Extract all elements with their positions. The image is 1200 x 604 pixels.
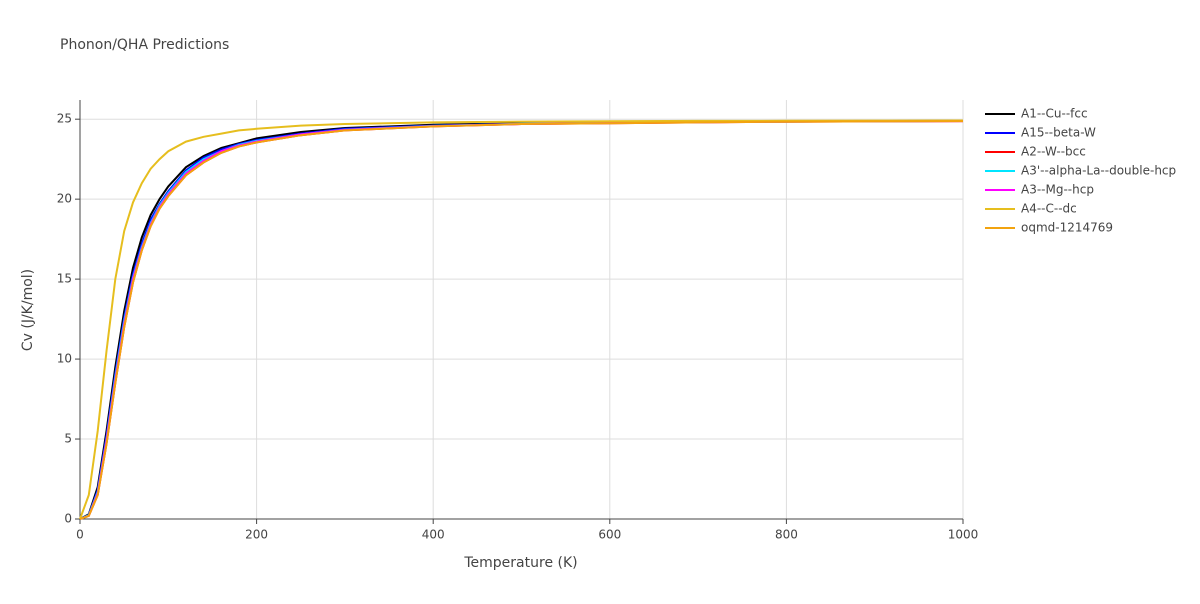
y-tick-label: 20 [57, 192, 72, 206]
y-tick-label: 10 [57, 352, 72, 366]
x-tick-label: 0 [76, 528, 84, 542]
x-axis-title: Temperature (K) [463, 555, 577, 571]
y-tick-label: 25 [57, 112, 72, 126]
y-tick-label: 15 [57, 272, 72, 286]
legend-label: A3'--alpha-La--double-hcp [1021, 164, 1176, 178]
series-line [79, 119, 964, 520]
series-line [79, 119, 964, 520]
y-tick-label: 0 [64, 512, 72, 526]
series-line [79, 120, 964, 520]
chart-title: Phonon/QHA Predictions [60, 37, 229, 53]
legend-label: A2--W--bcc [1021, 145, 1086, 159]
legend-label: A3--Mg--hcp [1021, 183, 1094, 197]
x-tick-label: 200 [245, 528, 268, 542]
legend-label: A1--Cu--fcc [1021, 107, 1088, 121]
x-tick-label: 400 [422, 528, 445, 542]
y-axis-title: Cv (J/K/mol) [20, 269, 36, 351]
series-line [79, 119, 964, 520]
x-tick-label: 800 [775, 528, 798, 542]
y-tick-label: 5 [64, 432, 72, 446]
x-tick-label: 600 [598, 528, 621, 542]
series-line [79, 120, 964, 520]
series-line [79, 119, 964, 520]
legend-label: oqmd-1214769 [1021, 221, 1113, 235]
legend-label: A4--C--dc [1021, 202, 1077, 216]
legend-label: A15--beta-W [1021, 126, 1096, 140]
x-tick-label: 1000 [948, 528, 979, 542]
series-line [79, 120, 964, 520]
